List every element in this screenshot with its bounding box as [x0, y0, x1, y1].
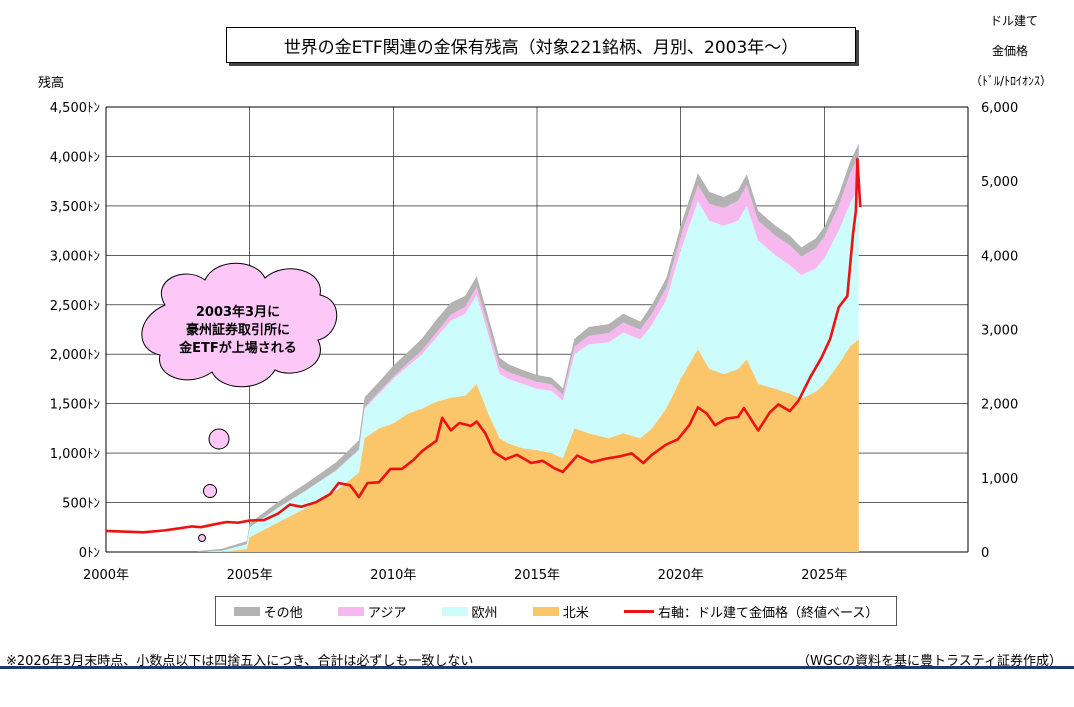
footnote-left: ※2026年3月末時点、小数点以下は四捨五入につき、合計は必ずしも一致しない	[6, 654, 474, 669]
left-tick-label: 3,000ﾄﾝ	[50, 249, 100, 264]
legend-item-europe: 欧州	[441, 602, 498, 621]
gold-price-line	[105, 157, 862, 534]
chart-title: 世界の金ETF関連の金保有残高（対象221銘柄、月別、2003年～）	[226, 27, 856, 63]
left-axis-title: 残高	[38, 76, 65, 91]
legend-label-other: その他	[263, 605, 303, 621]
callout-line-3: 金ETFが上場される	[178, 340, 297, 356]
right-tick-label: 0	[981, 546, 989, 561]
right-axis-title-line-2: 金価格	[992, 44, 1029, 58]
left-tick-label: 1,500ﾄﾝ	[50, 398, 100, 413]
legend-swatch-north-america	[532, 606, 559, 616]
legend-item-north-america: 北米	[532, 602, 589, 621]
left-tick-label: 3,500ﾄﾝ	[50, 200, 100, 215]
bottom-rule	[0, 666, 1074, 669]
right-tick-label: 3,000	[981, 324, 1018, 339]
right-tick-label: 1,000	[981, 472, 1018, 487]
right-tick-label: 6,000	[981, 101, 1018, 116]
left-tick-label: 0ﾄﾝ	[79, 546, 100, 561]
legend-label-gold-price: 右軸：ドル建て金価格（終値ベース）	[658, 605, 879, 621]
legend-item-asia: アジア	[337, 602, 407, 621]
legend-swatch-europe	[441, 606, 468, 616]
left-tick-label: 4,500ﾄﾝ	[50, 101, 100, 116]
area-series-1	[197, 188, 859, 552]
legend-label-north-america: 北米	[562, 605, 589, 621]
legend-item-other: その他	[233, 602, 303, 621]
x-tick-label: 2020年	[658, 568, 704, 583]
legend: その他 アジア 欧州 北米 右軸：ドル建て金価格（終値ベース）	[215, 596, 897, 626]
left-tick-label: 4,000ﾄﾝ	[50, 150, 100, 165]
right-tick-label: 4,000	[981, 249, 1018, 264]
left-tick-label: 1,000ﾄﾝ	[50, 447, 100, 462]
legend-label-asia: アジア	[367, 605, 407, 621]
area-series-0	[197, 339, 859, 552]
callout-line-1: 2003年3月に	[196, 304, 280, 320]
callout-bubble-small	[198, 534, 206, 542]
tick-labels: 0ﾄﾝ 500ﾄﾝ 1,000ﾄﾝ 1,500ﾄﾝ 2,000ﾄﾝ 2,500ﾄﾝ 3,00…	[50, 101, 1018, 583]
right-axis-title-line-1: ドル建て	[990, 14, 1039, 28]
x-tick-label: 2025年	[801, 568, 847, 583]
x-tick-label: 2005年	[227, 568, 273, 583]
legend-swatch-asia	[337, 606, 364, 616]
stacked-areas	[197, 143, 859, 552]
x-tick-label: 2010年	[370, 568, 416, 583]
left-tick-label: 2,500ﾄﾝ	[50, 299, 100, 314]
callout-line-2: 豪州証券取引所に	[186, 322, 290, 338]
gold-price-path	[105, 157, 862, 534]
x-tick-label: 2015年	[514, 568, 560, 583]
callout-bubble-large	[208, 428, 230, 450]
callout-cloud	[141, 262, 338, 388]
legend-label-europe: 欧州	[471, 605, 498, 621]
x-tick-label: 2000年	[83, 568, 129, 583]
right-tick-label: 2,000	[981, 398, 1018, 413]
footnote-right: （WGCの資料を基に豊トラスティ証券作成）	[797, 654, 1062, 669]
left-tick-label: 500ﾄﾝ	[62, 497, 100, 512]
callout-bubbles: 2003年3月に 豪州証券取引所に 金ETFが上場される	[141, 262, 338, 542]
right-tick-label: 5,000	[981, 175, 1018, 190]
left-tick-label: 2,000ﾄﾝ	[50, 348, 100, 363]
callout-bubble-medium	[203, 484, 217, 498]
right-axis-title-line-3: （ﾄﾞﾙ/ﾄﾛｲｵﾝｽ）	[970, 74, 1053, 88]
legend-item-gold-price: 右軸：ドル建て金価格（終値ベース）	[624, 602, 878, 621]
legend-swatch-other	[233, 606, 260, 616]
legend-swatch-gold-price	[624, 609, 655, 613]
